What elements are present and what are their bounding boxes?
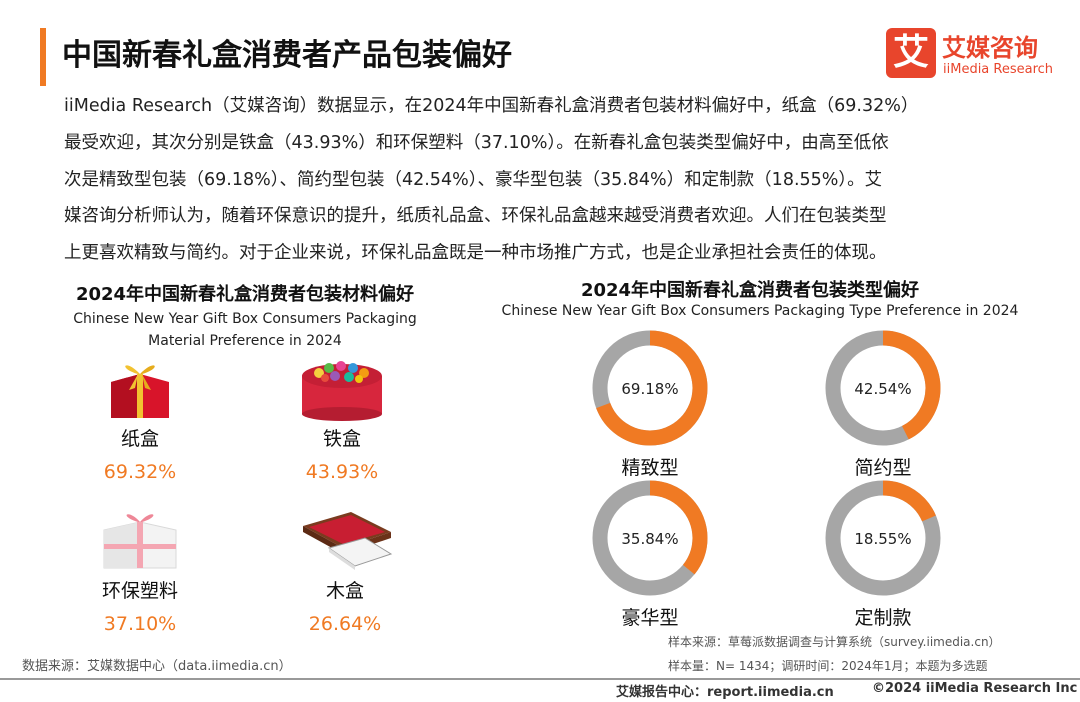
donut-chart: 69.18% 精致型	[575, 327, 725, 480]
logo-cn-text: 艾媒咨询	[942, 34, 1038, 62]
tin-candy-box-icon	[302, 361, 382, 421]
donut-category-label: 豪华型	[621, 607, 679, 629]
material-value: 43.93%	[305, 461, 379, 483]
material-value: 26.64%	[308, 613, 382, 635]
material-item-tin: 铁盒 43.93%	[272, 356, 412, 483]
intro-line: 次是精致型包装（69.18%）、简约型包装（42.54%）、豪华型包装（35.8…	[64, 169, 883, 190]
material-chart-title: 2024年中国新春礼盒消费者包装材料偏好	[75, 284, 415, 305]
intro-line: 媒咨询分析师认为，随着环保意识的提升，纸质礼品盒、环保礼品盒越来越受消费者欢迎。…	[64, 206, 887, 227]
donut-svg: 35.84%	[592, 480, 708, 596]
sample-source-note: 样本来源：草莓派数据调查与计算系统（survey.iimedia.cn）	[668, 635, 1001, 649]
donut-value-label: 69.18%	[621, 380, 678, 398]
material-chart-subtitle: Chinese New Year Gift Box Consumers Pack…	[70, 308, 420, 352]
donut-slice	[825, 480, 941, 596]
logo-en-text: iiMedia Research	[943, 62, 1054, 77]
sample-info-note: 样本量：N= 1434；调研时间：2024年1月；本题为多选题	[668, 659, 988, 673]
iimedia-logo: 艾 艾媒咨询 iiMedia Research	[886, 26, 1061, 84]
donut-category-label: 简约型	[854, 457, 912, 479]
material-value: 37.10%	[103, 613, 177, 635]
intro-line: 上更喜欢精致与简约。对于企业来说，环保礼品盒既是一种市场推广方式，也是企业承担社…	[64, 243, 887, 264]
material-item-plastic: 环保塑料 37.10%	[70, 508, 210, 635]
wooden-box-icon	[303, 512, 393, 570]
material-subtitle-line: Material Preference in 2024	[148, 333, 342, 349]
donut-value-label: 18.55%	[854, 530, 911, 548]
footer-report-center: 艾媒报告中心：report.iimedia.cn	[616, 685, 834, 700]
footer-divider	[0, 678, 1080, 680]
donut-category-label: 精致型	[621, 457, 679, 479]
donut-svg: 42.54%	[825, 330, 941, 446]
material-name: 环保塑料	[101, 580, 178, 602]
intro-line: 最受欢迎，其次分别是铁盒（43.93%）和环保塑料（37.10%）。在新春礼盒包…	[64, 132, 889, 153]
material-item-wood: 木盒 26.64%	[275, 508, 415, 635]
material-name: 铁盒	[322, 428, 361, 450]
data-source: 数据来源：艾媒数据中心（data.iimedia.cn）	[22, 659, 292, 674]
donut-slice	[592, 480, 708, 596]
donut-value-label: 35.84%	[621, 530, 678, 548]
donut-value-label: 42.54%	[854, 380, 911, 398]
donut-chart: 35.84% 豪华型	[575, 477, 725, 630]
donut-chart: 18.55% 定制款	[808, 477, 958, 630]
material-item-paper: 纸盒 69.32%	[70, 356, 210, 483]
material-name: 纸盒	[120, 428, 159, 450]
page-title: 中国新春礼盒消费者产品包装偏好	[62, 38, 512, 73]
donut-category-label: 定制款	[854, 607, 912, 629]
intro-line: iiMedia Research（艾媒咨询）数据显示，在2024年中国新春礼盒消…	[64, 96, 919, 116]
title-accent-bar	[40, 28, 46, 86]
paper-gift-box-icon	[111, 365, 169, 418]
type-chart-subtitle: Chinese New Year Gift Box Consumers Pack…	[501, 303, 1019, 319]
plastic-ribbon-box-icon	[103, 514, 177, 569]
donut-slice	[825, 330, 941, 446]
donut-slice	[592, 330, 708, 446]
material-name: 木盒	[325, 580, 364, 602]
material-value: 69.32%	[103, 461, 177, 483]
material-subtitle-line: Chinese New Year Gift Box Consumers Pack…	[73, 311, 417, 327]
logo-mark: 艾	[886, 28, 936, 78]
intro-paragraph: iiMedia Research（艾媒咨询）数据显示，在2024年中国新春礼盒消…	[64, 88, 1044, 272]
donut-svg: 18.55%	[825, 480, 941, 596]
donut-chart: 42.54% 简约型	[808, 327, 958, 480]
type-chart-title: 2024年中国新春礼盒消费者包装类型偏好	[580, 280, 920, 301]
footer-copyright: ©2024 iiMedia Research Inc	[872, 681, 1078, 696]
donut-svg: 69.18%	[592, 330, 708, 446]
